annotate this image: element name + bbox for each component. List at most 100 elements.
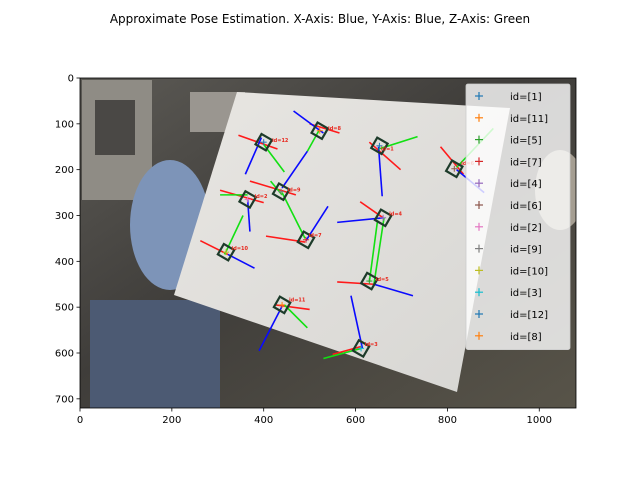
legend-label-5: id=[6] [510,201,542,212]
pose-axis-segment-20 [368,219,379,283]
legend-label-1: id=[11] [510,114,548,125]
marker-point-0 [369,136,390,156]
pose-axis-segment-13 [281,150,308,189]
x-tick-label-3: 600 [346,415,365,426]
legend-label-4: id=[4] [510,179,542,190]
aruco-square [359,271,380,291]
marker-label-8: id=10 [232,246,249,252]
pose-axis-segment-25 [227,253,255,269]
aruco-square [351,338,371,359]
aruco-square [272,295,292,315]
marker-label-9: id=5 [376,277,389,283]
y-tick-label-7: 700 [55,394,74,405]
x-tick-label-0: 0 [77,415,83,426]
legend-entry-5: id=[6] [475,201,542,212]
legend-entry-3: id=[7] [475,157,542,168]
legend-entry-4: id=[4] [475,179,542,190]
marker-point-5 [444,159,464,179]
legend-label-11: id=[8] [510,332,542,343]
marker-label-7: id=7 [309,233,322,239]
aruco-square [271,181,291,202]
legend-label-2: id=[5] [510,136,542,147]
pose-axis-segment-27 [337,281,374,286]
legend-label-6: id=[2] [510,223,542,234]
legend-label-7: id=[9] [510,245,542,256]
y-axis: 0 100 200 300 400 500 600 700 [55,74,80,405]
marker-point-9 [351,338,371,359]
aruco-square [373,208,393,228]
x-tick-label-1: 200 [162,415,181,426]
pose-axis-segment-30 [275,304,310,311]
legend-entry-10: id=[12] [475,310,548,321]
legend-entry-2: id=[5] [475,135,542,147]
pose-axis-segment-28 [373,283,414,297]
pose-axis-segment-35 [323,347,362,360]
legend-entry-0: id=[1] [475,92,542,103]
legend-box [465,83,571,351]
marker-point-10 [254,132,274,152]
marker-label-10: id=11 [289,298,306,304]
marker-points [216,121,464,359]
y-tick-label-4: 400 [55,257,74,268]
marker-label-1: id=8 [328,126,341,132]
legend-label-3: id=[7] [510,157,542,168]
pose-axis-segment-32 [283,304,308,329]
legend-label-9: id=[3] [510,288,542,299]
pose-axis-segment-33 [332,345,363,356]
pose-axis-segment-34 [350,295,364,349]
marker-labels: id=12id=8id=1id=6id=9id=2id=4id=7id=10id… [232,126,475,348]
legend-entry-6: id=[2] [475,222,542,234]
y-tick-label-6: 600 [55,349,74,360]
pose-axis-segment-3 [309,123,340,134]
legend-entry-8: id=[10] [475,266,548,277]
marker-point-11 [310,121,330,141]
chart-title: Approximate Pose Estimation. X-Axis: Blu… [110,12,530,26]
marker-point-2 [359,271,380,291]
marker-label-2: id=1 [381,146,394,152]
marker-label-0: id=12 [272,138,289,144]
legend-entry-9: id=[3] [475,288,542,299]
pose-axis-segment-4 [293,110,324,134]
pose-axis-segment-23 [281,192,306,239]
aruco-square [254,132,274,152]
pose-axis-segment-6 [368,141,402,171]
legend-label-10: id=[12] [510,310,548,321]
paper-board [174,92,510,392]
pose-axis-segment-16 [246,199,251,232]
pose-axis-segment-29 [373,217,385,285]
legend-entry-7: id=[9] [475,244,542,256]
y-tick-label-1: 100 [55,119,74,130]
aruco-square [216,242,236,262]
legend-entry-1: id=[11] [475,113,548,125]
pose-axis-segment-31 [258,305,283,352]
aruco-square [237,189,258,210]
y-tick-label-0: 0 [68,74,74,85]
legend: id=[1] id=[11] id=[5] id=[7] id=[4] id=[6] id=… [465,83,571,351]
pose-axis-segment-7 [377,146,383,197]
y-tick-label-2: 200 [55,165,74,176]
marker-label-5: id=2 [255,194,268,200]
x-tick-label-5: 1000 [527,415,552,426]
legend-label-0: id=[1] [510,92,542,103]
marker-label-4: id=9 [288,188,301,194]
pose-axis-segment-18 [359,201,384,219]
pose-axis-segment-5 [306,130,320,152]
aruco-square [310,121,330,141]
marker-point-4 [373,208,393,228]
aruco-square [444,159,464,179]
pose-axis-segment-1 [244,137,263,175]
marker-label-6: id=4 [389,212,402,218]
aruco-square [296,230,316,250]
x-tick-label-2: 400 [254,415,273,426]
wall-poster-face [95,100,135,155]
pose-axis-segment-26 [223,215,244,255]
marker-point-3 [296,230,316,250]
x-axis: 0 200 400 600 800 1000 [77,408,552,426]
marker-label-11: id=3 [365,342,378,348]
y-tick-label-3: 300 [55,211,74,222]
x-tick-label-4: 800 [438,415,457,426]
legend-label-8: id=[10] [510,266,548,277]
y-tick-label-5: 500 [55,303,74,314]
shirt-region [90,300,220,408]
